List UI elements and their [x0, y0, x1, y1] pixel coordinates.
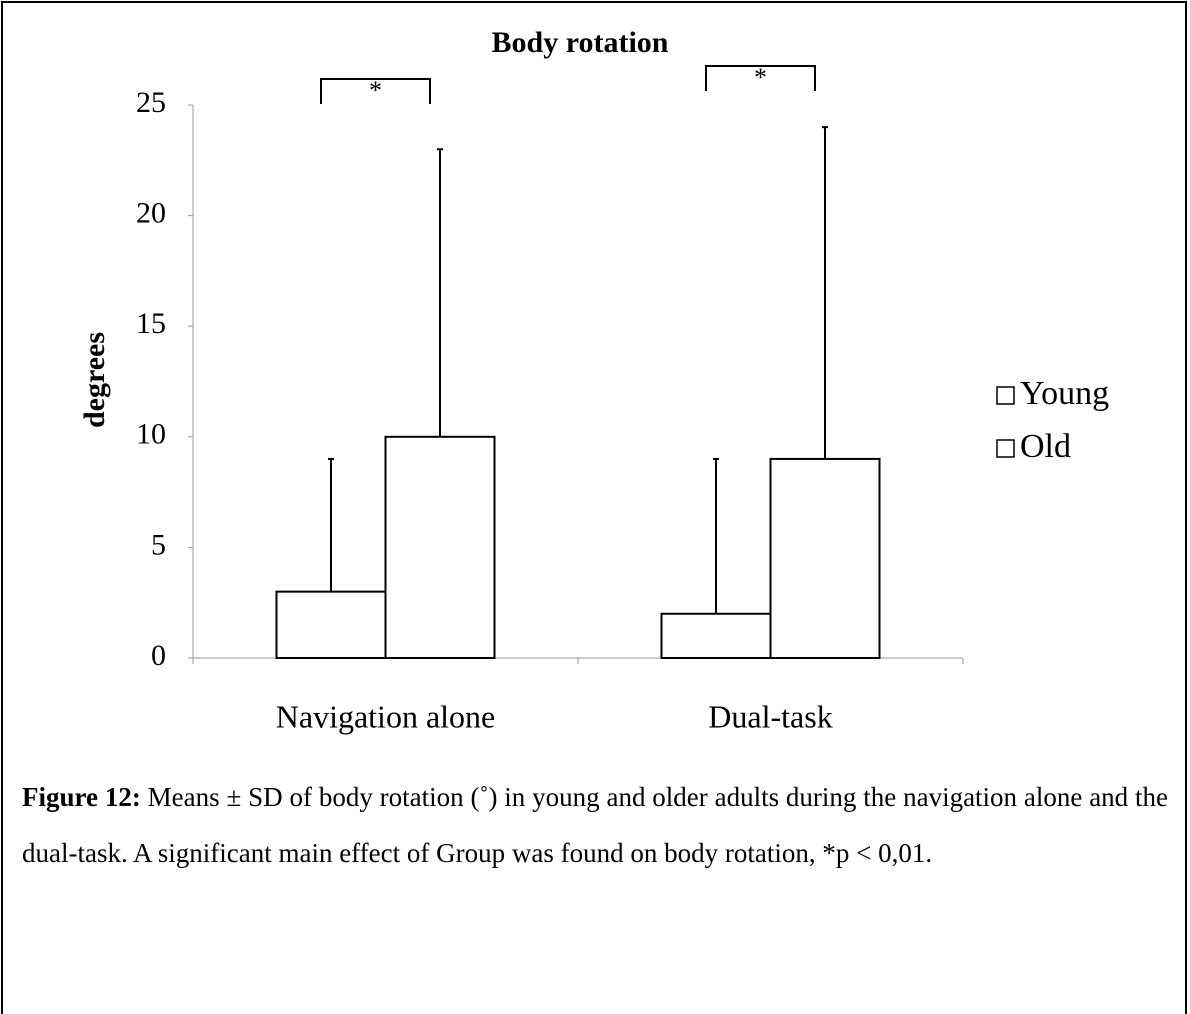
legend-label: Old — [1020, 428, 1071, 465]
y-tick-label: 5 — [151, 528, 166, 561]
caption-text: Means ± SD of body rotation (˚) in young… — [22, 782, 1169, 868]
chart: Body rotation degrees 0 5 10 15 20 25 Navigati… — [78, 26, 1109, 734]
y-tick-label: 10 — [136, 418, 166, 451]
bar — [769, 457, 881, 660]
caption-label: Figure 12: — [22, 782, 141, 812]
significance-label: * — [369, 76, 382, 105]
legend-label: Young — [1020, 375, 1109, 412]
legend-swatch — [996, 386, 1015, 405]
y-tick-label: 0 — [151, 639, 166, 672]
chart-title: Body rotation — [492, 26, 669, 59]
y-tick-label: 20 — [136, 196, 166, 229]
legend-swatch — [996, 439, 1015, 458]
bar — [275, 590, 387, 660]
y-tick-label: 25 — [136, 86, 166, 119]
bar — [660, 612, 772, 660]
bar — [384, 435, 496, 659]
significance-label: * — [754, 63, 767, 92]
x-tick-label: Navigation alone — [276, 698, 495, 734]
significance-bracket — [320, 78, 431, 104]
caption: Figure 12: Means ± SD of body rotation (… — [22, 769, 1168, 881]
y-tick-label: 15 — [136, 307, 166, 340]
y-axis-label: degrees — [78, 332, 111, 428]
significance-bracket — [705, 65, 816, 91]
x-tick-label: Dual-task — [708, 698, 832, 734]
